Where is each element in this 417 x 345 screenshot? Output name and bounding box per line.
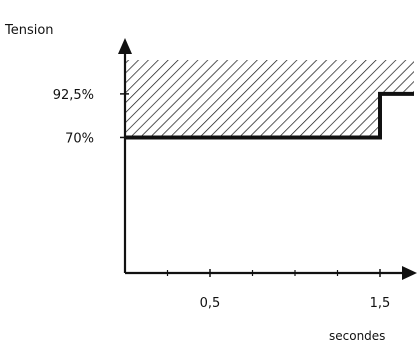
axes	[118, 38, 417, 280]
y-tick-label-0: 92,5%	[53, 88, 94, 103]
y-tick-label-1: 70%	[65, 131, 94, 146]
series-line-0	[125, 91, 414, 140]
y-axis-label: Tension	[4, 23, 54, 38]
x-tick-label-1: 1,5	[370, 296, 391, 311]
x-axis-arrow	[402, 266, 417, 280]
x-tick-label-0: 0,5	[200, 296, 221, 311]
hatched-region	[125, 60, 414, 138]
hatched-zone	[125, 60, 414, 138]
y-axis-arrow	[118, 38, 132, 54]
series-layer	[125, 91, 414, 140]
ticks: 0,5 1,5 92,5% 70%	[53, 88, 391, 311]
x-axis-label: secondes	[329, 329, 385, 343]
